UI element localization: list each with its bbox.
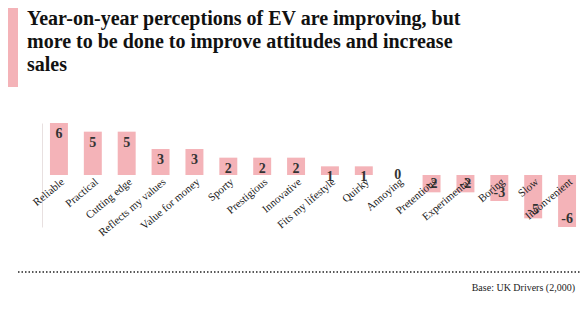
separator: [18, 271, 580, 273]
bar: [84, 132, 102, 175]
data-label: -6: [561, 211, 573, 226]
x-tick: Fits my lifestyle: [275, 175, 338, 230]
data-label: 2: [225, 161, 232, 176]
title: Year-on-year perceptions of EV are impro…: [27, 7, 461, 75]
x-tick: Boring: [475, 175, 507, 204]
bar: [50, 123, 68, 175]
x-tick: Value for money: [138, 175, 202, 232]
title-accent: [8, 8, 18, 87]
data-label: 2: [293, 161, 300, 176]
x-tick-label: Boring: [475, 175, 507, 204]
x-tick: Sporty: [205, 175, 236, 203]
x-tick-label: Fits my lifestyle: [275, 175, 338, 230]
data-label: 5: [89, 135, 96, 150]
x-tick-label: Inconvenient: [523, 175, 575, 221]
x-tick: Experimental: [420, 175, 473, 223]
x-tick-label: Reliable: [30, 175, 66, 208]
data-label: 2: [259, 161, 266, 176]
bar: [118, 132, 136, 175]
bar: [219, 158, 237, 175]
x-tick: Inconvenient: [523, 175, 575, 221]
bar: [185, 149, 203, 175]
x-tick-label: Slow: [515, 175, 540, 199]
bar: [152, 149, 170, 175]
bar: [253, 158, 271, 175]
x-tick: Slow: [515, 175, 540, 199]
data-label: 3: [191, 152, 198, 167]
y-axis-line: [42, 124, 43, 228]
bar: [287, 158, 305, 175]
chart: Year-on-year perceptions of EV are impro…: [0, 0, 587, 319]
x-tick-label: Sporty: [205, 175, 236, 203]
data-label: 3: [157, 152, 164, 167]
y-axis: [42, 124, 43, 228]
x-tick-label: Value for money: [138, 175, 202, 232]
data-label: 6: [55, 126, 62, 141]
data-label: 5: [123, 135, 130, 150]
x-tick-label: Experimental: [420, 175, 473, 222]
x-tick: Reliable: [30, 175, 66, 208]
x-axis: ReliablePracticalCutting edgeReflects my…: [30, 175, 574, 238]
note: Base: UK Drivers (2,000): [472, 282, 575, 294]
